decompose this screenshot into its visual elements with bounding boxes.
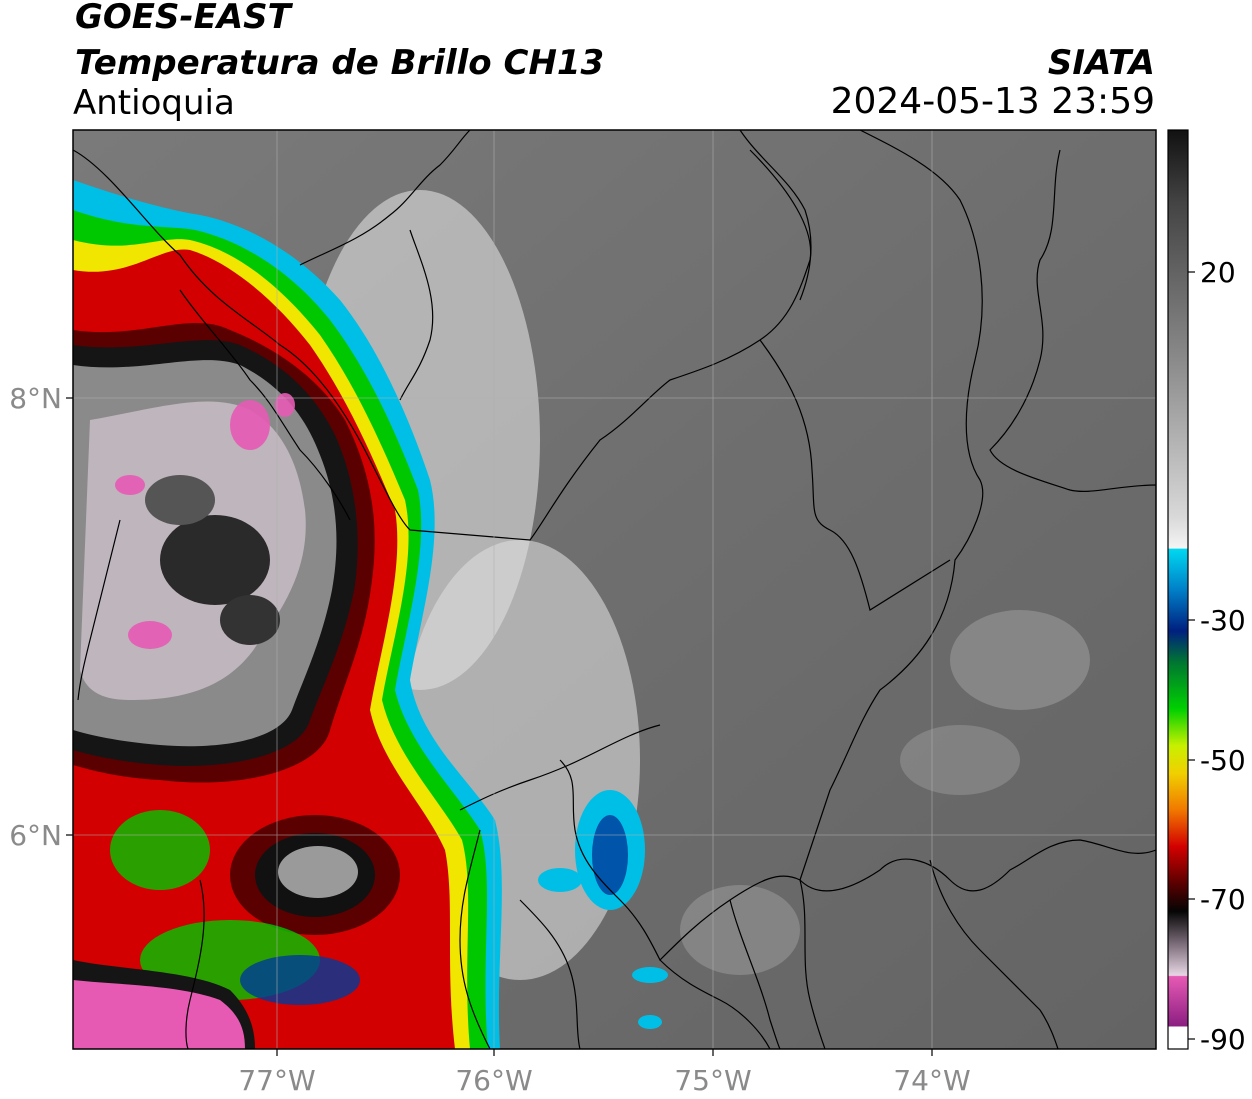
colorbar-tick-label: -50 xyxy=(1200,744,1246,777)
colorbar-tick-label: -90 xyxy=(1200,1023,1246,1056)
datetime-label: 2024-05-13 23:59 xyxy=(830,81,1155,122)
organization-label: SIATA xyxy=(1047,43,1155,83)
lat-label: 8°N xyxy=(9,382,62,415)
colorbar-tick-label: -70 xyxy=(1200,883,1246,916)
colorbar-tick-label: -30 xyxy=(1200,604,1246,637)
map-frame xyxy=(72,129,1157,1050)
lon-label: 77°W xyxy=(238,1064,315,1097)
region-label: Antioquia xyxy=(73,83,235,123)
product-title: Temperatura de Brillo CH13 xyxy=(75,43,605,83)
lon-label: 74°W xyxy=(893,1064,970,1097)
boundary-lines xyxy=(73,130,1156,1049)
satellite-title: GOES-EAST xyxy=(75,0,291,37)
brightness-temperature-field xyxy=(73,130,1156,1049)
lon-label: 75°W xyxy=(674,1064,751,1097)
colorbar-tick-label: 20 xyxy=(1200,256,1236,289)
lat-label: 6°N xyxy=(9,819,62,852)
colorbar xyxy=(1167,129,1189,1050)
lon-label: 76°W xyxy=(455,1064,532,1097)
graticule xyxy=(73,130,1156,1049)
